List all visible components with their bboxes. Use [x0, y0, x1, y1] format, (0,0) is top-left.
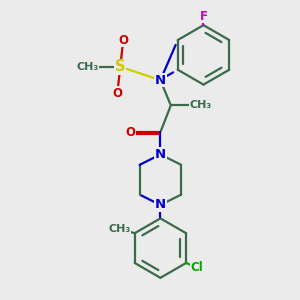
- Text: CH₃: CH₃: [76, 62, 99, 72]
- Text: Cl: Cl: [190, 261, 203, 274]
- Text: CH₃: CH₃: [189, 100, 212, 110]
- Text: O: O: [112, 87, 122, 100]
- Text: O: O: [118, 34, 128, 46]
- Text: N: N: [155, 148, 166, 161]
- Text: O: O: [126, 126, 136, 139]
- Text: CH₃: CH₃: [109, 224, 131, 234]
- Text: N: N: [155, 199, 166, 212]
- Text: S: S: [115, 59, 125, 74]
- Text: N: N: [155, 74, 166, 87]
- Text: F: F: [200, 10, 208, 23]
